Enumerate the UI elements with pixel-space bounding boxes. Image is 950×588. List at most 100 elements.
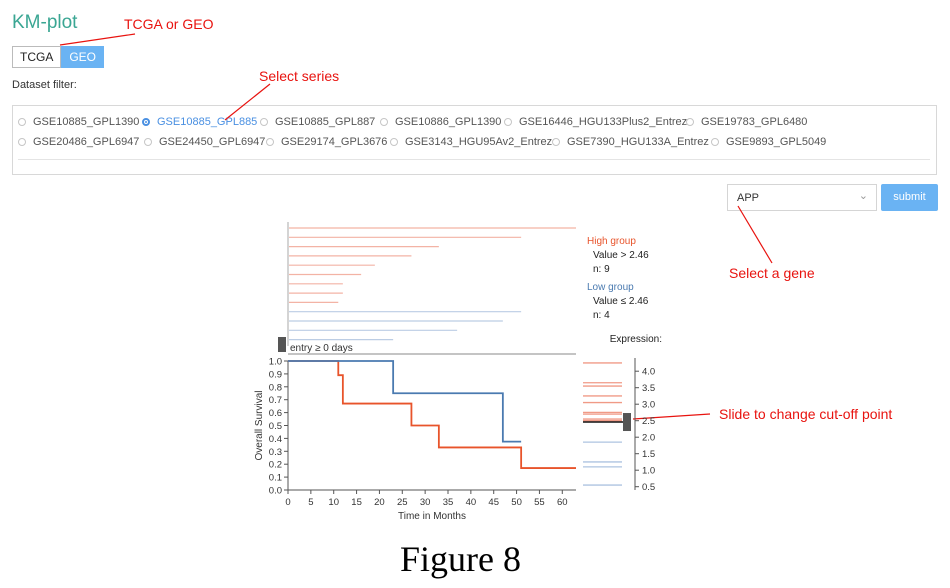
annotation-gene: Select a gene (729, 265, 815, 281)
dataset-radio-label: GSE10885_GPL1390 (33, 116, 140, 128)
annotation-series: Select series (259, 68, 340, 84)
cutoff-slider-handle[interactable] (623, 413, 631, 432)
filter-divider (18, 159, 930, 160)
app-title: KM-plot (12, 12, 78, 33)
arrow-source (59, 33, 136, 46)
dataset-radio[interactable]: GSE16446_HGU133Plus2_Entrez (504, 116, 687, 128)
radio-icon[interactable] (711, 138, 719, 146)
dataset-radio-label: GSE7390_HGU133A_Entrez (567, 136, 709, 148)
dataset-radio[interactable]: GSE10885_GPL1390 (18, 116, 139, 128)
figure-caption: Figure 8 (400, 539, 521, 579)
x-tick-label: 40 (466, 497, 477, 508)
radio-icon[interactable] (260, 118, 268, 126)
legend-high-title: High group (587, 236, 636, 247)
x-tick-label: 5 (308, 497, 313, 508)
survival-curve (288, 360, 576, 469)
annotation-source: TCGA or GEO (124, 16, 214, 32)
expression-tick-label: 0.5 (642, 482, 655, 493)
y-tick-label: 0.4 (269, 434, 282, 445)
dataset-radio-label: GSE10886_GPL1390 (395, 116, 502, 128)
arrow-cutoff (632, 413, 711, 420)
dataset-radio-label: GSE29174_GPL3676 (281, 136, 388, 148)
dataset-filter-panel (12, 105, 937, 175)
entry-slider-handle (278, 337, 286, 352)
x-axis-label: Time in Months (398, 511, 466, 522)
toggle-geo[interactable]: GEO (61, 46, 105, 68)
dataset-radio[interactable]: GSE10885_GPL885 (142, 116, 257, 128)
x-tick-label: 30 (420, 497, 431, 508)
expression-tick-label: 2.5 (642, 416, 655, 427)
dataset-radio-label: GSE19783_GPL6480 (701, 116, 808, 128)
gene-select-value: APP (737, 192, 760, 204)
x-tick-label: 50 (511, 497, 522, 508)
dataset-radio[interactable]: GSE10886_GPL1390 (380, 116, 501, 128)
legend-high-n: n: 9 (593, 264, 610, 275)
annotation-cutoff: Slide to change cut-off point (719, 406, 893, 422)
dataset-radio-label: GSE3143_HGU95Av2_Entrez (405, 136, 553, 148)
y-tick-label: 0.2 (269, 460, 282, 471)
dataset-radio-label: GSE24450_GPL6947 (159, 136, 266, 148)
x-tick-label: 60 (557, 497, 568, 508)
dataset-radio-label: GSE9893_GPL5049 (726, 136, 827, 148)
survival-curve (288, 360, 522, 443)
dataset-radio-label: GSE10885_GPL885 (157, 116, 258, 128)
radio-icon[interactable] (380, 118, 388, 126)
radio-icon[interactable] (144, 138, 152, 146)
km-plot: entry ≥ 0 days 0.0 0.1 0.2 0.3 0.4 0.5 0.6 0.7 0.… (254, 222, 662, 522)
legend-low-value: Value ≤ 2.46 (593, 296, 649, 307)
dataset-radio-label: GSE10885_GPL887 (275, 116, 376, 128)
x-tick-label: 45 (488, 497, 499, 508)
expression-tick-label: 3.5 (642, 383, 655, 394)
legend-low-title: Low group (587, 282, 634, 293)
x-tick-label: 10 (328, 497, 339, 508)
dataset-radio[interactable]: GSE29174_GPL3676 (266, 136, 387, 148)
y-tick-label: 0.8 (269, 382, 282, 393)
expression-label: Expression: (610, 334, 662, 345)
gene-select[interactable]: APP ⌄ (727, 184, 877, 211)
radio-icon[interactable] (504, 118, 512, 126)
dataset-radio-label: GSE20486_GPL6947 (33, 136, 140, 148)
radio-icon[interactable] (18, 118, 26, 126)
radio-icon[interactable] (686, 118, 694, 126)
dataset-radio[interactable]: GSE24450_GPL6947 (144, 136, 265, 148)
y-tick-label: 0.5 (269, 421, 282, 432)
expression-tick-label: 3.0 (642, 400, 655, 411)
y-tick-label: 0.1 (269, 473, 282, 484)
x-tick-label: 35 (443, 497, 454, 508)
x-tick-label: 25 (397, 497, 408, 508)
radio-icon[interactable] (390, 138, 398, 146)
toggle-tcga[interactable]: TCGA (12, 46, 62, 68)
y-tick-label: 0.9 (269, 369, 282, 380)
chevron-down-icon[interactable]: ⌄ (858, 190, 868, 202)
y-axis-label: Overall Survival (254, 390, 265, 460)
x-tick-label: 15 (351, 497, 362, 508)
radio-icon[interactable] (266, 138, 274, 146)
entry-label: entry ≥ 0 days (290, 343, 353, 354)
expression-tick-label: 1.5 (642, 449, 655, 460)
y-tick-label: 1.0 (269, 357, 282, 368)
dataset-radio[interactable]: GSE9893_GPL5049 (711, 136, 826, 148)
source-toggle: TCGA GEO (12, 46, 105, 68)
dataset-radio[interactable]: GSE20486_GPL6947 (18, 136, 139, 148)
legend-low-n: n: 4 (593, 310, 610, 321)
submit-button[interactable]: submit (881, 184, 938, 211)
dataset-radio[interactable]: GSE10885_GPL887 (260, 116, 375, 128)
arrow-series (224, 83, 271, 121)
radio-icon[interactable] (142, 118, 150, 126)
arrow-gene (737, 205, 773, 264)
expression-tick-label: 4.0 (642, 367, 655, 378)
y-tick-label: 0.7 (269, 395, 282, 406)
dataset-radio[interactable]: GSE7390_HGU133A_Entrez (552, 136, 709, 148)
x-tick-label: 0 (285, 497, 290, 508)
radio-icon[interactable] (18, 138, 26, 146)
dataset-radio[interactable]: GSE19783_GPL6480 (686, 116, 807, 128)
y-tick-label: 0.3 (269, 447, 282, 458)
dataset-radio[interactable]: GSE3143_HGU95Av2_Entrez (390, 136, 552, 148)
radio-icon[interactable] (552, 138, 560, 146)
dataset-radio-label: GSE16446_HGU133Plus2_Entrez (519, 116, 688, 128)
expression-tick-label: 1.0 (642, 466, 655, 477)
legend-high-value: Value > 2.46 (593, 250, 649, 261)
y-tick-label: 0.0 (269, 486, 282, 497)
x-tick-label: 55 (534, 497, 545, 508)
